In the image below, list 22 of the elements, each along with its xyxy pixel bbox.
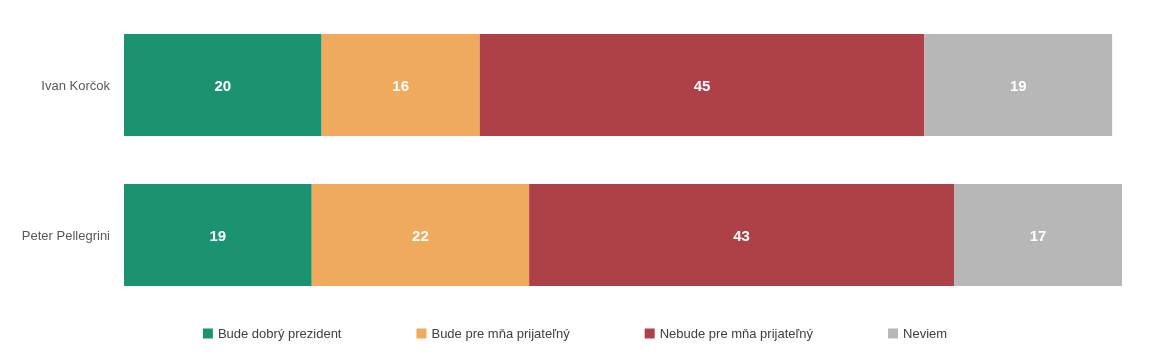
bar [479, 34, 925, 136]
data-label: 19 [209, 226, 227, 244]
data-label: 22 [412, 226, 429, 244]
bar [954, 184, 1122, 286]
data-label: 16 [392, 76, 410, 94]
bar [124, 34, 322, 136]
bar [311, 184, 530, 286]
legend-label: Neviem [903, 326, 948, 341]
bar [321, 34, 480, 136]
y-tick-label: Ivan Korčok [41, 77, 111, 93]
legend-label: Bude dobrý prezident [217, 326, 342, 341]
bar [124, 184, 312, 286]
legend-label: Bude pre mňa prijateľný [431, 326, 571, 341]
data-label: 20 [214, 76, 232, 94]
data-label: 45 [693, 76, 711, 94]
bar [529, 184, 955, 286]
bar [924, 34, 1113, 136]
data-label: 19 [1009, 76, 1027, 94]
y-tick-label: Peter Pellegrini [21, 227, 111, 243]
data-label: 43 [733, 226, 750, 244]
data-label: 17 [1029, 226, 1047, 244]
legend-label: Nebude pre mňa prijateľný [659, 326, 814, 341]
